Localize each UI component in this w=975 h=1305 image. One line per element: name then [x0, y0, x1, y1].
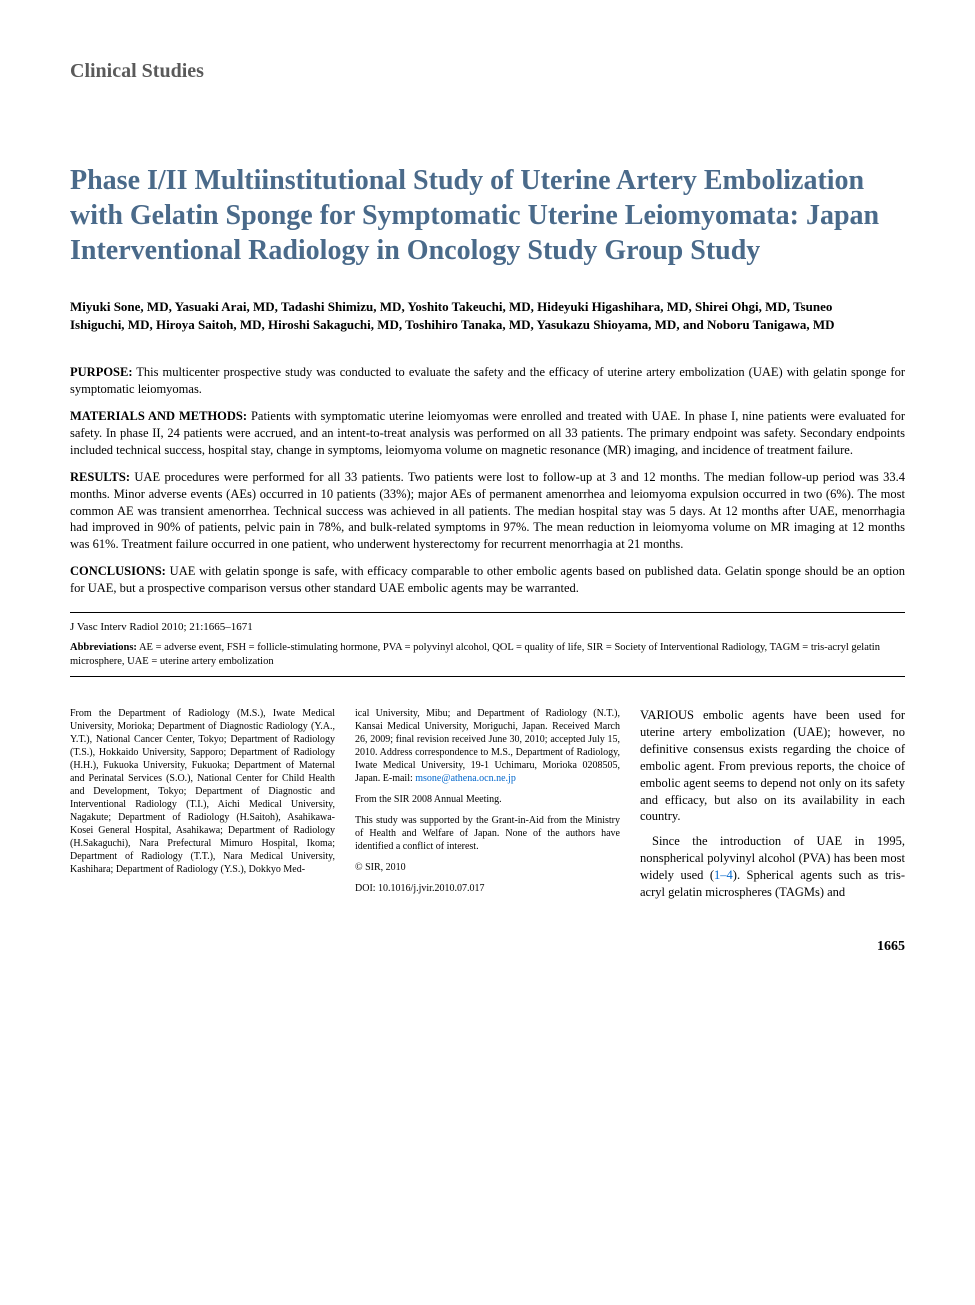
conclusions-text: UAE with gelatin sponge is safe, with ef… [70, 564, 905, 595]
abbrev-text: AE = adverse event, FSH = follicle-stimu… [70, 642, 880, 667]
email-link[interactable]: msone@athena.ocn.ne.jp [415, 773, 516, 784]
conclusions-label: CONCLUSIONS: [70, 564, 166, 578]
body-para1: VARIOUS embolic agents have been used fo… [640, 707, 905, 825]
abbreviations: Abbreviations: AE = adverse event, FSH =… [70, 641, 905, 668]
abbrev-label: Abbreviations: [70, 642, 137, 653]
body-para2: Since the introduction of UAE in 1995, n… [640, 833, 905, 901]
abstract-conclusions: CONCLUSIONS: UAE with gelatin sponge is … [70, 563, 905, 597]
abstract-materials: MATERIALS AND METHODS: Patients with sym… [70, 408, 905, 459]
purpose-text: This multicenter prospective study was c… [70, 365, 905, 396]
meta-column: ical University, Mibu; and Department of… [355, 707, 620, 909]
doi: DOI: 10.1016/j.jvir.2010.07.017 [355, 882, 620, 895]
affiliations-text: From the Department of Radiology (M.S.),… [70, 708, 335, 875]
abstract-results: RESULTS: UAE procedures were performed f… [70, 469, 905, 553]
journal-citation: J Vasc Interv Radiol 2010; 21:1665–1671 [70, 621, 905, 633]
copyright-note: © SIR, 2010 [355, 861, 620, 874]
funding-note: This study was supported by the Grant-in… [355, 814, 620, 853]
section-header: Clinical Studies [70, 60, 905, 83]
abstract-purpose: PURPOSE: This multicenter prospective st… [70, 364, 905, 398]
bottom-columns: From the Department of Radiology (M.S.),… [70, 707, 905, 909]
meeting-note: From the SIR 2008 Annual Meeting. [355, 793, 620, 806]
article-title: Phase I/II Multiinstitutional Study of U… [70, 163, 905, 268]
results-text: UAE procedures were performed for all 33… [70, 470, 905, 552]
divider-bottom [70, 676, 905, 677]
affiliations-column: From the Department of Radiology (M.S.),… [70, 707, 335, 909]
page-number: 1665 [70, 939, 905, 955]
divider-top [70, 612, 905, 613]
authors-list: Miyuki Sone, MD, Yasuaki Arai, MD, Tadas… [70, 298, 905, 334]
results-label: RESULTS: [70, 470, 130, 484]
ref-link-1-4[interactable]: 1–4 [714, 868, 733, 882]
correspondence: ical University, Mibu; and Department of… [355, 707, 620, 785]
body-column: VARIOUS embolic agents have been used fo… [640, 707, 905, 909]
purpose-label: PURPOSE: [70, 365, 133, 379]
materials-label: MATERIALS AND METHODS: [70, 409, 247, 423]
